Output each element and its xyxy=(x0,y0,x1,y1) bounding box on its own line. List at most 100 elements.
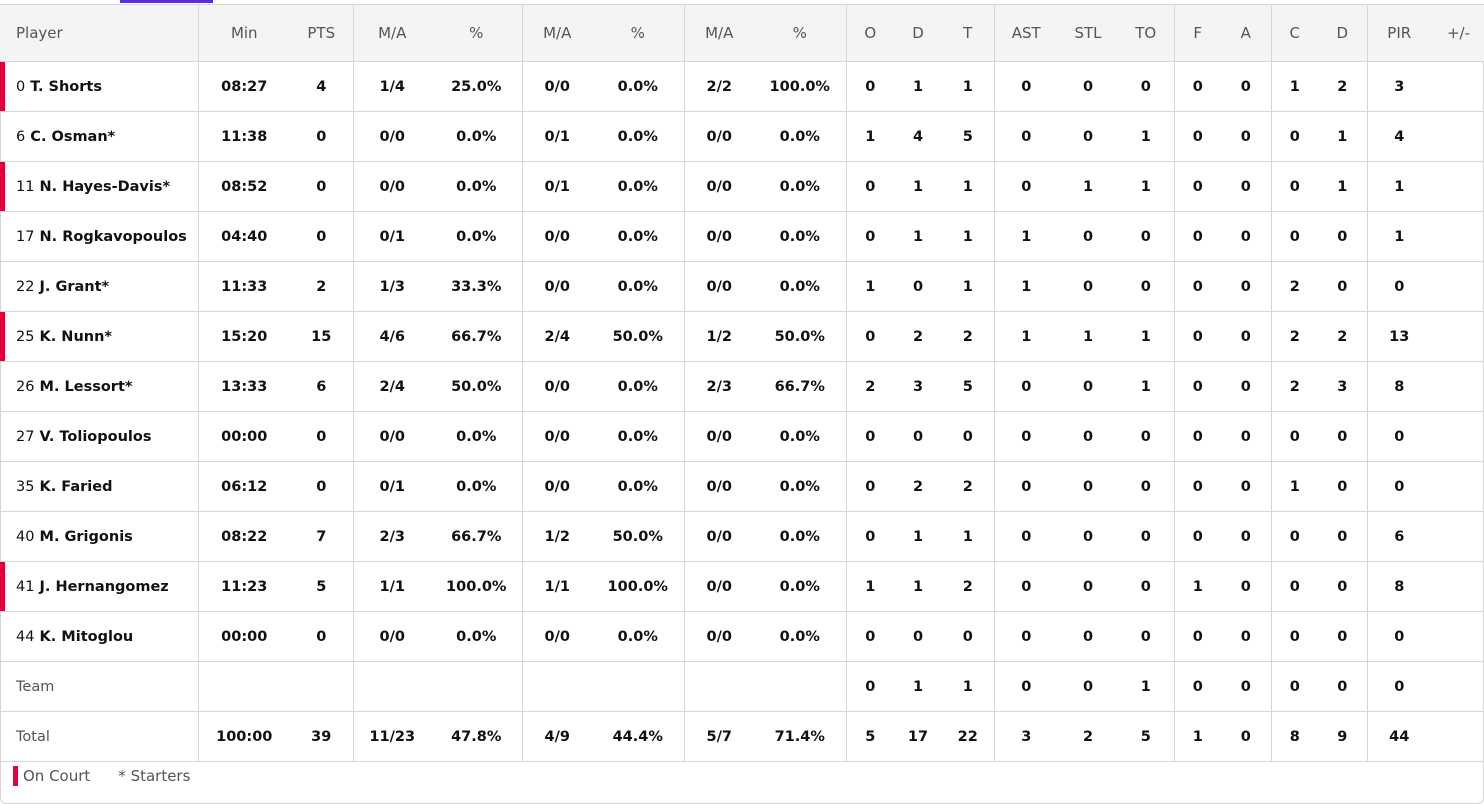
stat-cell: 2 xyxy=(942,561,994,612)
stat-cell: 0 xyxy=(993,461,1058,512)
column-header[interactable]: % xyxy=(754,5,846,62)
column-header[interactable]: Min xyxy=(197,5,290,62)
stat-cell: 0 xyxy=(993,111,1058,162)
player-cell[interactable]: 27 V. Toliopoulos xyxy=(0,411,198,462)
stat-cell: 0/0 xyxy=(521,611,592,662)
player-cell[interactable]: 35 K. Faried xyxy=(0,461,198,512)
stat-cell: 0 xyxy=(1221,311,1271,362)
column-header[interactable]: Player xyxy=(0,5,198,62)
player-name[interactable]: M. Lessort* xyxy=(39,378,133,395)
column-header[interactable]: TO xyxy=(1118,5,1174,62)
player-cell[interactable]: 41 J. Hernangomez xyxy=(0,561,198,612)
player-cell: Team xyxy=(0,661,198,712)
stat-cell xyxy=(1431,361,1484,412)
player-cell: Total xyxy=(0,711,198,762)
stat-cell: 0 xyxy=(1118,211,1174,262)
player-name[interactable]: M. Grigonis xyxy=(39,528,133,545)
player-cell[interactable]: 11 N. Hayes-Davis* xyxy=(0,161,198,212)
stat-cell: 0 xyxy=(290,161,353,212)
stat-cell: 0 xyxy=(1318,461,1367,512)
stat-cell: 0/0 xyxy=(683,111,754,162)
stat-cell: 0.0% xyxy=(754,561,846,612)
column-header[interactable]: M/A xyxy=(352,5,431,62)
player-cell[interactable]: 40 M. Grigonis xyxy=(0,511,198,562)
stat-cell xyxy=(1431,211,1484,262)
column-header[interactable]: PIR xyxy=(1366,5,1431,62)
stat-cell: 0 xyxy=(993,361,1058,412)
stat-cell: 0 xyxy=(1270,511,1318,562)
stat-cell: 0/0 xyxy=(683,261,754,312)
stat-cell: 9 xyxy=(1318,711,1367,762)
stat-cell: 1 xyxy=(1366,161,1431,212)
player-name[interactable]: K. Faried xyxy=(39,478,113,495)
player-cell[interactable]: 25 K. Nunn* xyxy=(0,311,198,362)
stat-cell: 0 xyxy=(942,411,994,462)
player-name[interactable]: N. Hayes-Davis* xyxy=(39,178,171,195)
player-name[interactable]: V. Toliopoulos xyxy=(39,428,152,445)
stat-cell: 8 xyxy=(1270,711,1318,762)
stat-cell: 50.0% xyxy=(592,511,684,562)
column-header[interactable]: % xyxy=(592,5,684,62)
column-header[interactable]: STL xyxy=(1058,5,1118,62)
column-header[interactable]: A xyxy=(1221,5,1271,62)
stat-cell: 0 xyxy=(1173,161,1221,212)
player-cell[interactable]: 6 C. Osman* xyxy=(0,111,198,162)
column-header[interactable]: PTS xyxy=(290,5,353,62)
stat-cell: 0/0 xyxy=(521,61,592,112)
stat-cell: 0 xyxy=(1221,411,1271,462)
player-name[interactable]: C. Osman* xyxy=(30,128,116,145)
player-name[interactable]: T. Shorts xyxy=(30,78,102,95)
stat-cell: 1 xyxy=(942,661,994,712)
player-name[interactable]: K. Mitoglou xyxy=(39,628,134,645)
player-cell[interactable]: 17 N. Rogkavopoulos xyxy=(0,211,198,262)
player-name[interactable]: J. Hernangomez xyxy=(39,578,169,595)
stat-cell: 0 xyxy=(993,411,1058,462)
column-header[interactable]: D xyxy=(894,5,942,62)
player-cell[interactable]: 22 J. Grant* xyxy=(0,261,198,312)
stat-cell: 0.0% xyxy=(592,261,684,312)
jersey-number: 22 xyxy=(16,278,35,295)
player-row: 17 N. Rogkavopoulos 04:40 0 0/1 0.0% 0/0 0.0% 0… xyxy=(0,211,1484,262)
stat-cell: 0.0% xyxy=(592,411,684,462)
stat-cell: 1 xyxy=(1366,211,1431,262)
column-header[interactable]: +/- xyxy=(1431,5,1484,62)
player-name[interactable]: N. Rogkavopoulos xyxy=(39,228,187,245)
stat-cell: 0 xyxy=(1058,261,1118,312)
stat-cell: 0 xyxy=(845,211,894,262)
column-header[interactable]: AST xyxy=(993,5,1058,62)
stat-cell: 2/3 xyxy=(683,361,754,412)
column-header[interactable]: M/A xyxy=(683,5,754,62)
player-cell[interactable]: 26 M. Lessort* xyxy=(0,361,198,412)
player-cell[interactable]: 0 T. Shorts xyxy=(0,61,198,112)
stat-cell: 06:12 xyxy=(197,461,290,512)
column-header[interactable]: F xyxy=(1173,5,1221,62)
stat-cell: 0.0% xyxy=(754,411,846,462)
column-header[interactable]: % xyxy=(431,5,522,62)
stat-cell: 0/0 xyxy=(521,461,592,512)
player-cell[interactable]: 44 K. Mitoglou xyxy=(0,611,198,662)
stat-cell: 1 xyxy=(894,161,942,212)
stat-cell: 0/0 xyxy=(683,211,754,262)
stat-cell: 0 xyxy=(1270,411,1318,462)
column-header[interactable]: M/A xyxy=(521,5,592,62)
column-header[interactable]: D xyxy=(1318,5,1367,62)
column-header[interactable]: O xyxy=(845,5,894,62)
player-row: 0 T. Shorts 08:27 4 1/4 25.0% 0/0 0.0% 2/2 100.0… xyxy=(0,61,1484,112)
stat-cell xyxy=(1431,261,1484,312)
stat-cell: 0 xyxy=(1173,611,1221,662)
jersey-number: 11 xyxy=(16,178,35,195)
stat-cell: 0 xyxy=(1058,211,1118,262)
stat-cell: 08:27 xyxy=(197,61,290,112)
stat-cell: 2 xyxy=(1318,61,1367,112)
column-header[interactable]: C xyxy=(1270,5,1318,62)
stat-cell xyxy=(1431,461,1484,512)
player-name[interactable]: K. Nunn* xyxy=(39,328,112,345)
box-score-panel: Player Min PTS M/A% M/A% M/A% O D T AST STL TO F A C D P… xyxy=(0,4,1484,804)
stat-cell: 5 xyxy=(1118,711,1174,762)
column-header[interactable]: T xyxy=(942,5,994,62)
stat-cell: 0/0 xyxy=(352,161,431,212)
stat-cell: 2/3 xyxy=(352,511,431,562)
stat-cell: 0 xyxy=(1270,211,1318,262)
stat-cell: 0 xyxy=(1318,611,1367,662)
player-name[interactable]: J. Grant* xyxy=(39,278,110,295)
